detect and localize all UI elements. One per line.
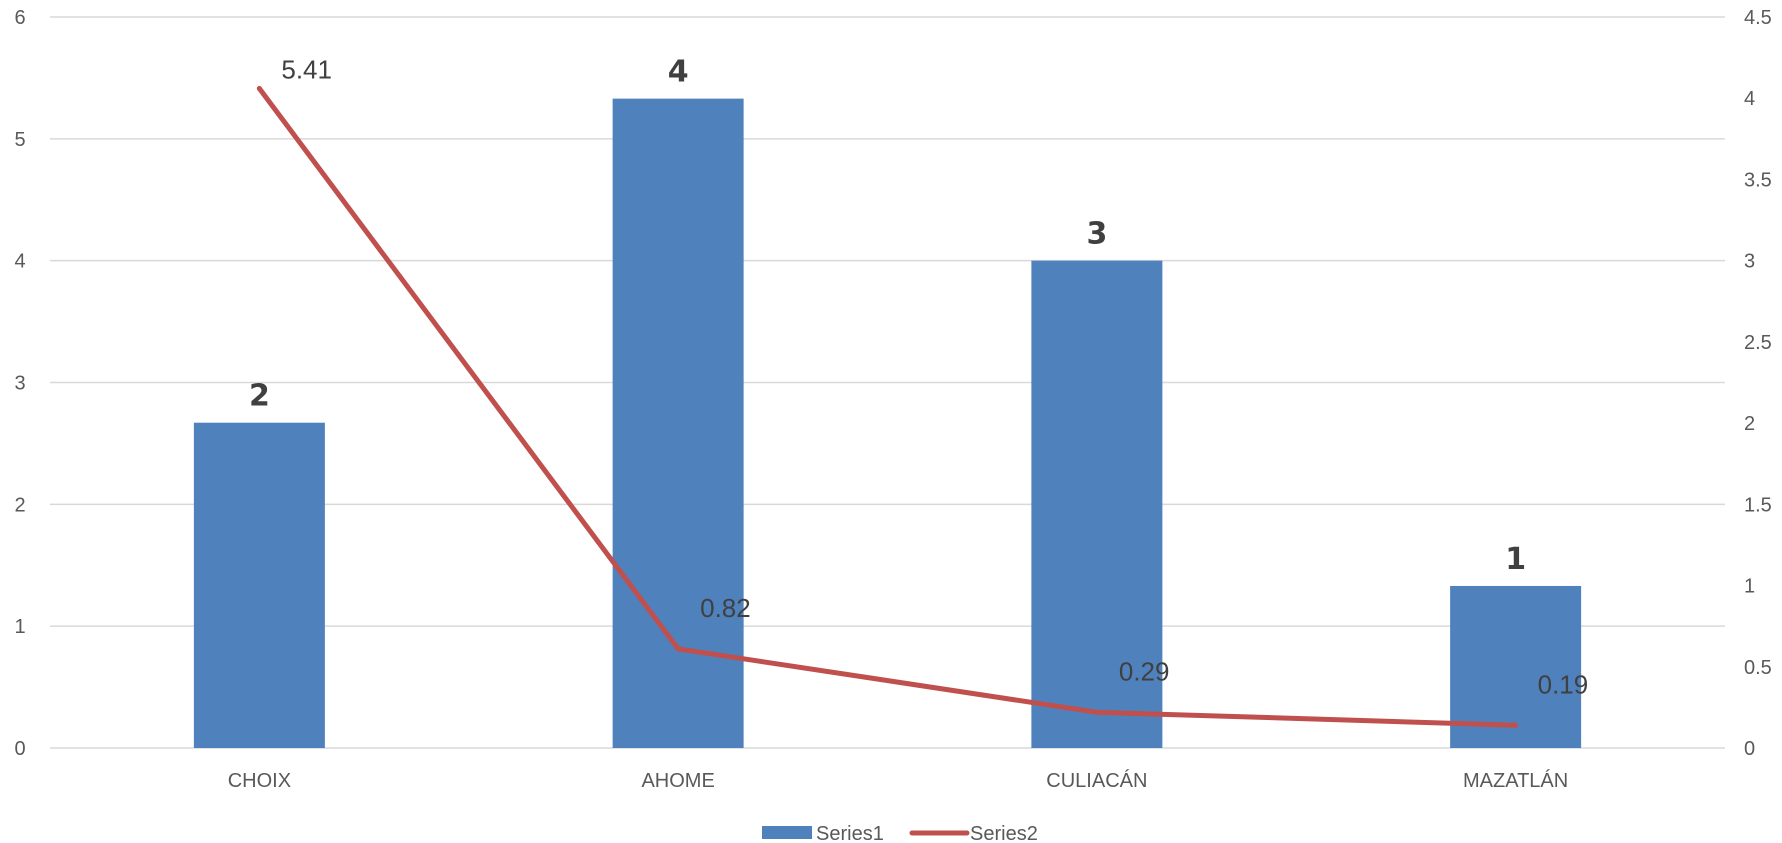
category-label: AHOME (641, 770, 714, 792)
right-tick-label: 3 (1744, 251, 1755, 273)
left-tick-label: 3 (14, 373, 25, 395)
bar-value-label: 3 (1086, 217, 1107, 252)
right-tick-label: 0 (1744, 738, 1755, 760)
left-tick-label: 0 (14, 738, 25, 760)
legend-label-series1: Series1 (816, 823, 884, 843)
right-tick-label: 2.5 (1744, 332, 1772, 354)
bar-value-label: 2 (249, 379, 270, 414)
left-tick-label: 5 (14, 129, 25, 151)
right-tick-label: 2 (1744, 413, 1755, 435)
line-value-label: 0.19 (1538, 669, 1589, 699)
data-labels: 2 4 3 1 5.41 0.82 0.29 0.19 (249, 54, 1588, 699)
bar (1450, 585, 1582, 748)
left-tick-label: 1 (14, 616, 25, 638)
legend: Series1 Series2 (762, 823, 1038, 843)
series2-point (1094, 709, 1100, 715)
legend-label-series2: Series2 (970, 823, 1038, 843)
category-label: CHOIX (228, 770, 291, 792)
line-value-label: 0.29 (1119, 656, 1170, 686)
left-tick-label: 2 (14, 494, 25, 516)
series2-point (1513, 722, 1519, 728)
left-tick-label: 6 (14, 7, 25, 29)
right-tick-label: 1.5 (1744, 494, 1772, 516)
category-label: CULIACÁN (1046, 769, 1147, 792)
bar-value-label: 4 (668, 55, 689, 90)
line-value-label: 5.41 (281, 54, 332, 84)
right-tick-label: 3.5 (1744, 169, 1772, 191)
right-tick-label: 4.5 (1744, 7, 1772, 29)
bar (1031, 260, 1163, 748)
series2-line (256, 85, 1519, 728)
bar-value-label: 1 (1505, 542, 1526, 577)
category-labels: CHOIX AHOME CULIACÁN MAZATLÁN (228, 769, 1569, 792)
bar (193, 422, 325, 748)
line-value-label: 0.82 (700, 593, 751, 623)
right-axis-ticks: 0 0.5 1 1.5 2 2.5 3 3.5 4 4.5 (1744, 7, 1772, 760)
series2-point (675, 646, 681, 652)
bar (612, 98, 744, 748)
right-tick-label: 4 (1744, 88, 1755, 110)
legend-swatch-series1 (762, 826, 812, 839)
right-tick-label: 1 (1744, 576, 1755, 598)
category-label: MAZATLÁN (1463, 769, 1568, 792)
right-tick-label: 0.5 (1744, 657, 1772, 679)
series2-point (256, 85, 262, 91)
gridlines (50, 16, 1725, 749)
line-series (256, 85, 1519, 728)
left-axis-ticks: 0 1 2 3 4 5 6 (14, 7, 25, 760)
bar-series (193, 98, 1582, 748)
left-tick-label: 4 (14, 251, 25, 273)
